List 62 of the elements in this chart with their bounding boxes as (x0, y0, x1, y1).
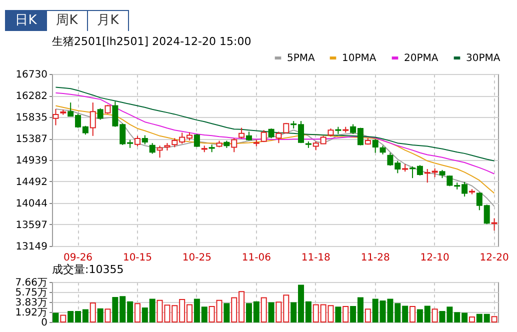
legend-label: 30PMA (466, 53, 500, 64)
x-tick-label: 12-10 (420, 252, 450, 264)
y-tick-label: 1.92万 (15, 307, 48, 318)
y-tick-label: 3.83万 (15, 298, 48, 308)
bar (364, 308, 371, 322)
y-tick-label: 15387 (16, 134, 48, 146)
y-tick-label: 15835 (16, 112, 48, 124)
x-tick-label: 10-25 (182, 252, 212, 264)
candlestick (491, 218, 498, 232)
x-tick-label: 09-26 (63, 252, 93, 264)
x-tick-label: 10-15 (122, 252, 152, 264)
bar (90, 302, 96, 322)
y-tick-label: 16730 (16, 70, 48, 80)
candlestick (156, 145, 163, 158)
line-series (55, 105, 495, 194)
y-tick-label: 13149 (16, 242, 48, 252)
bar (491, 316, 498, 322)
legend-label: 10PMA (342, 53, 376, 64)
y-tick-label: 0 (41, 318, 48, 328)
bar (468, 316, 475, 322)
bar (432, 308, 438, 322)
x-tick-label: 11-28 (360, 252, 390, 264)
y-tick-label: 7.66万 (15, 278, 48, 288)
candlestick (134, 135, 140, 147)
candlestick (142, 134, 148, 145)
bar (410, 306, 416, 322)
bar (224, 303, 230, 322)
y-tick-label: 5.75万 (15, 287, 48, 298)
tab-button: 日K (5, 10, 47, 32)
candlestick (149, 142, 156, 154)
bar (335, 306, 342, 322)
x-tick-label: 12-20 (480, 252, 509, 264)
bar (52, 312, 59, 322)
bar (97, 308, 104, 322)
bar (60, 314, 66, 322)
candlestick (372, 138, 378, 154)
candlestick (90, 102, 96, 136)
bar (342, 306, 349, 322)
candlestick (231, 138, 238, 153)
legend-label: 5PMA (287, 53, 316, 64)
legend-label: 20PMA (404, 53, 438, 64)
candlestick (194, 133, 200, 148)
candlestick (97, 108, 104, 120)
y-tick-label: 16282 (16, 91, 48, 102)
x-tick-label: 11-06 (242, 252, 271, 264)
candlestick (238, 127, 245, 140)
line-series (55, 92, 495, 174)
y-tick-label: 13597 (16, 220, 48, 231)
bar (104, 308, 111, 322)
y-tick-label: 14492 (16, 176, 48, 188)
candlestick (268, 128, 274, 139)
chart-title: 成交量:10355 (52, 263, 124, 276)
bar (134, 303, 140, 322)
y-tick-label: 14044 (16, 198, 48, 210)
bar (260, 297, 267, 322)
line-series (55, 86, 495, 162)
candlestick (276, 131, 282, 144)
y-tick-label: 14939 (16, 156, 48, 167)
bar (268, 302, 274, 322)
chart-title: 生猪2501[lh2501] 2024-12-20 15:00 (52, 35, 252, 48)
tab-button: 月K (87, 10, 129, 32)
x-tick-label: 11-18 (301, 252, 330, 264)
